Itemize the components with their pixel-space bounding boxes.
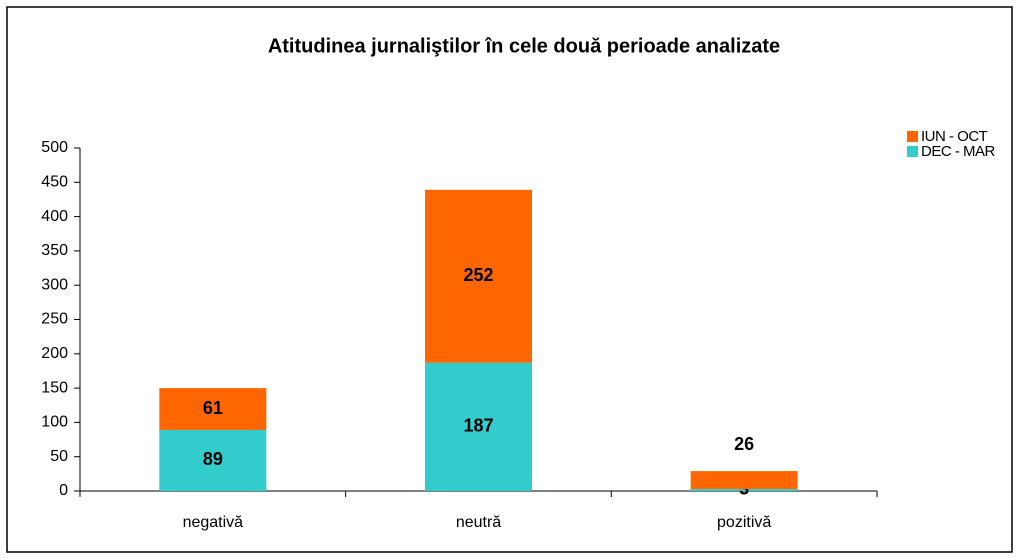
data-label: 252 [463,265,493,285]
y-tick-label: 50 [50,448,68,465]
y-tick-label: 400 [41,208,68,225]
x-tick-label: pozitivă [717,514,771,531]
bar-segment [159,388,267,430]
y-tick-label: 500 [41,139,68,156]
bar-segment [425,189,532,363]
x-tick-label: neutră [456,514,501,531]
legend-label: IUN - OCT [921,128,988,145]
y-tick-label: 0 [59,482,68,499]
data-label: 89 [203,449,223,469]
data-label: 26 [734,434,754,454]
y-tick-label: 150 [41,379,68,396]
y-tick-label: 100 [41,414,68,431]
y-tick-label: 250 [41,311,68,328]
y-tick-label: 200 [41,345,68,362]
y-tick-label: 350 [41,242,68,259]
bar-segment [425,362,532,491]
data-label: 187 [463,416,493,436]
bar-segment [159,429,267,491]
legend-swatch [907,131,918,142]
bar-segment [690,488,798,491]
y-tick-label: 450 [41,174,68,191]
bar-segment [690,471,798,489]
data-label: 61 [203,398,223,418]
x-tick-label: negativă [183,514,244,531]
y-tick-label: 300 [41,276,68,293]
legend-label: DEC - MAR [921,143,996,160]
legend-swatch [907,146,918,157]
chart-title: Atitudinea jurnaliştilor în cele două pe… [268,35,780,57]
